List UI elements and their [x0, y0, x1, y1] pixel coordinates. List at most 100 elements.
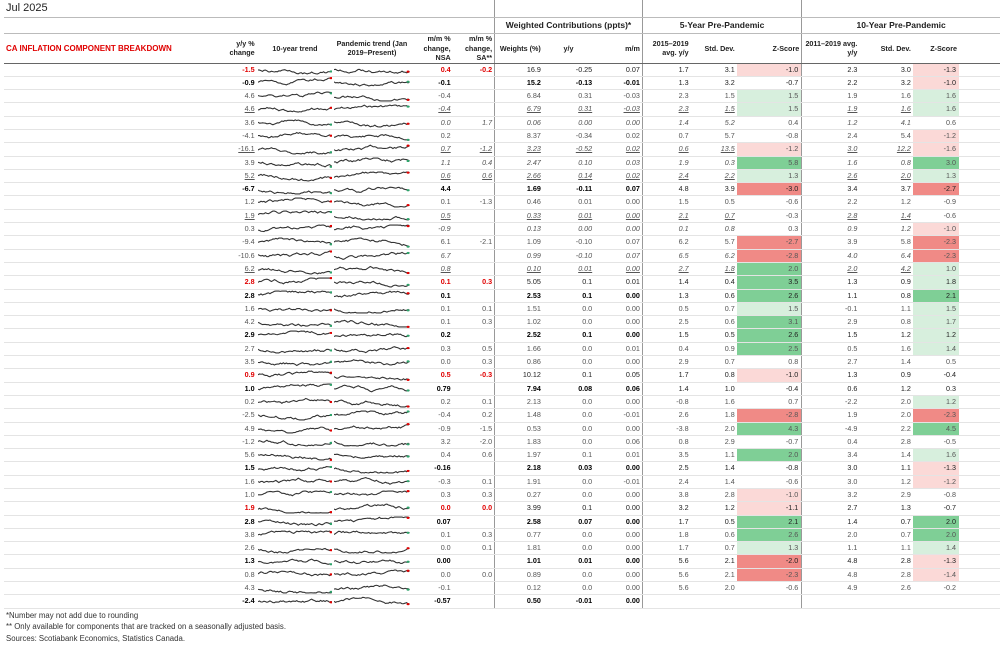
row-label	[4, 62, 219, 77]
sparkline-chart	[258, 131, 333, 142]
row-label	[4, 289, 219, 303]
zscore-10yr: 1.6	[912, 89, 959, 104]
footnote-rounding: *Number may not add due to rounding	[6, 611, 139, 620]
weight: 0.10	[494, 262, 543, 277]
sparkline-end-marker	[329, 191, 333, 195]
mm-nsa: 0.1	[410, 302, 453, 317]
std-10yr: 0.9	[859, 368, 913, 383]
sparkline-trend-line	[258, 491, 333, 496]
row-label	[4, 262, 219, 277]
sparkline-end-marker	[329, 331, 333, 335]
weighted-yy: 0.0	[542, 568, 595, 583]
zscore-5yr: -1.1	[736, 501, 802, 516]
avg-5yr: 3.2	[641, 501, 691, 516]
trend-10yr-sparkline	[256, 554, 334, 569]
zscore-10yr: 1.6	[912, 102, 959, 117]
trend-10yr-sparkline	[256, 156, 334, 170]
weight: 8.37	[494, 129, 543, 144]
std-5yr: 0.7	[690, 355, 737, 370]
sparkline-chart	[258, 106, 333, 115]
std-5yr: 0.8	[690, 368, 737, 383]
sparkline-chart	[258, 171, 333, 182]
weight: 2.52	[494, 328, 543, 343]
avg-5yr: -3.8	[641, 422, 691, 436]
std-5yr: 1.8	[690, 408, 737, 423]
yy-change: 3.8	[218, 528, 257, 543]
weighted-yy: 0.08	[542, 382, 595, 396]
sparkline-end-marker	[406, 271, 410, 274]
zscore-10yr: -1.6	[912, 142, 959, 157]
pandemic-trend-sparkline	[333, 448, 411, 463]
yy-change: 2.8	[218, 515, 257, 529]
sparkline-end-marker	[329, 309, 333, 312]
row-label	[4, 488, 219, 503]
sparkline-trend-line	[258, 427, 333, 433]
weight: 2.66	[494, 169, 543, 184]
avg-10yr: 3.2	[801, 488, 860, 503]
weight: 1.51	[494, 302, 543, 317]
sparkline-chart	[258, 330, 333, 341]
sparkline-end-marker	[406, 122, 410, 126]
trend-10yr-sparkline	[256, 528, 334, 543]
mm-nsa: -0.1	[410, 581, 453, 596]
mm-nsa: 0.4	[410, 448, 453, 463]
sparkline-chart	[258, 360, 333, 368]
component-row: -4.1 0.2 8.37 -0.34 0.02 0.7 5.7 -0.8 2.4 5.4 -1.2	[4, 129, 1000, 144]
sparkline-end-marker	[406, 378, 410, 381]
component-row: 3.8 0.1 0.3 0.77 0.0 0.00 1.8 0.6 2.6 2.0 0.7 2.0	[4, 528, 1000, 543]
mm-nsa: 0.1	[410, 289, 453, 303]
sparkline-chart	[334, 264, 410, 274]
weighted-contributions-group-header: Weighted Contributions (ppts)*	[494, 17, 643, 34]
sparkline-end-marker	[329, 250, 333, 253]
zscore-5yr: 2.6	[736, 289, 802, 303]
sparkline-chart	[258, 583, 333, 594]
trend-10yr-sparkline	[256, 541, 334, 556]
weighted-yy: 0.03	[542, 461, 595, 476]
mm-nsa: 0.7	[410, 142, 453, 157]
sparkline-trend-line	[334, 424, 410, 429]
inflation-table-sheet: Jul 2025 Weighted Contributions (ppts)* …	[4, 0, 1000, 609]
sparkline-trend-line	[334, 82, 410, 87]
yy-change: -10.6	[218, 249, 257, 263]
sparkline-chart	[334, 530, 410, 541]
trend-10yr-sparkline	[256, 448, 334, 463]
avg-10yr: 3.0	[801, 461, 860, 476]
zscore-10yr: 2.1	[912, 289, 959, 303]
weighted-yy: 0.1	[542, 328, 595, 343]
zscore-5yr: 1.3	[736, 541, 802, 556]
avg-10yr: 3.4	[801, 182, 860, 197]
mm-sa: 0.0	[452, 568, 495, 583]
zscore-10yr: 1.3	[912, 169, 959, 184]
avg-10yr: 1.9	[801, 408, 860, 423]
sparkline-trend-line	[334, 400, 410, 407]
weighted-mm: 0.00	[594, 395, 643, 410]
std-10yr: 2.0	[859, 408, 913, 423]
row-label	[4, 594, 219, 609]
weighted-mm: 0.00	[594, 554, 643, 569]
mm-sa: 0.1	[452, 475, 495, 490]
yy-change: 0.2	[218, 395, 257, 410]
mm-sa	[452, 289, 495, 303]
pandemic-trend-sparkline	[333, 515, 411, 529]
mm-nsa: -0.1	[410, 76, 453, 91]
avg-10yr	[801, 594, 860, 609]
std-5yr: 2.2	[690, 169, 737, 184]
five-year-group-header: 5-Year Pre-Pandemic	[641, 17, 802, 34]
sparkline-chart	[258, 490, 333, 501]
std-10yr: 2.8	[859, 554, 913, 569]
row-label	[4, 382, 219, 396]
sparkline-end-marker	[406, 469, 410, 473]
avg-10yr: 2.3	[801, 62, 860, 77]
yy-change: -1.2	[218, 435, 257, 450]
subcategory-row: -2.4 -0.57 0.50 -0.01 0.00	[4, 594, 1000, 609]
sparkline-trend-line	[334, 281, 410, 287]
pad	[959, 89, 1000, 104]
sparkline-chart	[258, 543, 333, 554]
zscore-10yr: 2.0	[912, 528, 959, 543]
pad	[959, 235, 1000, 250]
std-5yr: 3.1	[690, 62, 737, 77]
std-10yr: 2.0	[859, 395, 913, 410]
pad	[959, 395, 1000, 410]
col-header-zscore-10yr: Z-Score	[912, 33, 959, 64]
std-10yr: 1.4	[859, 355, 913, 370]
